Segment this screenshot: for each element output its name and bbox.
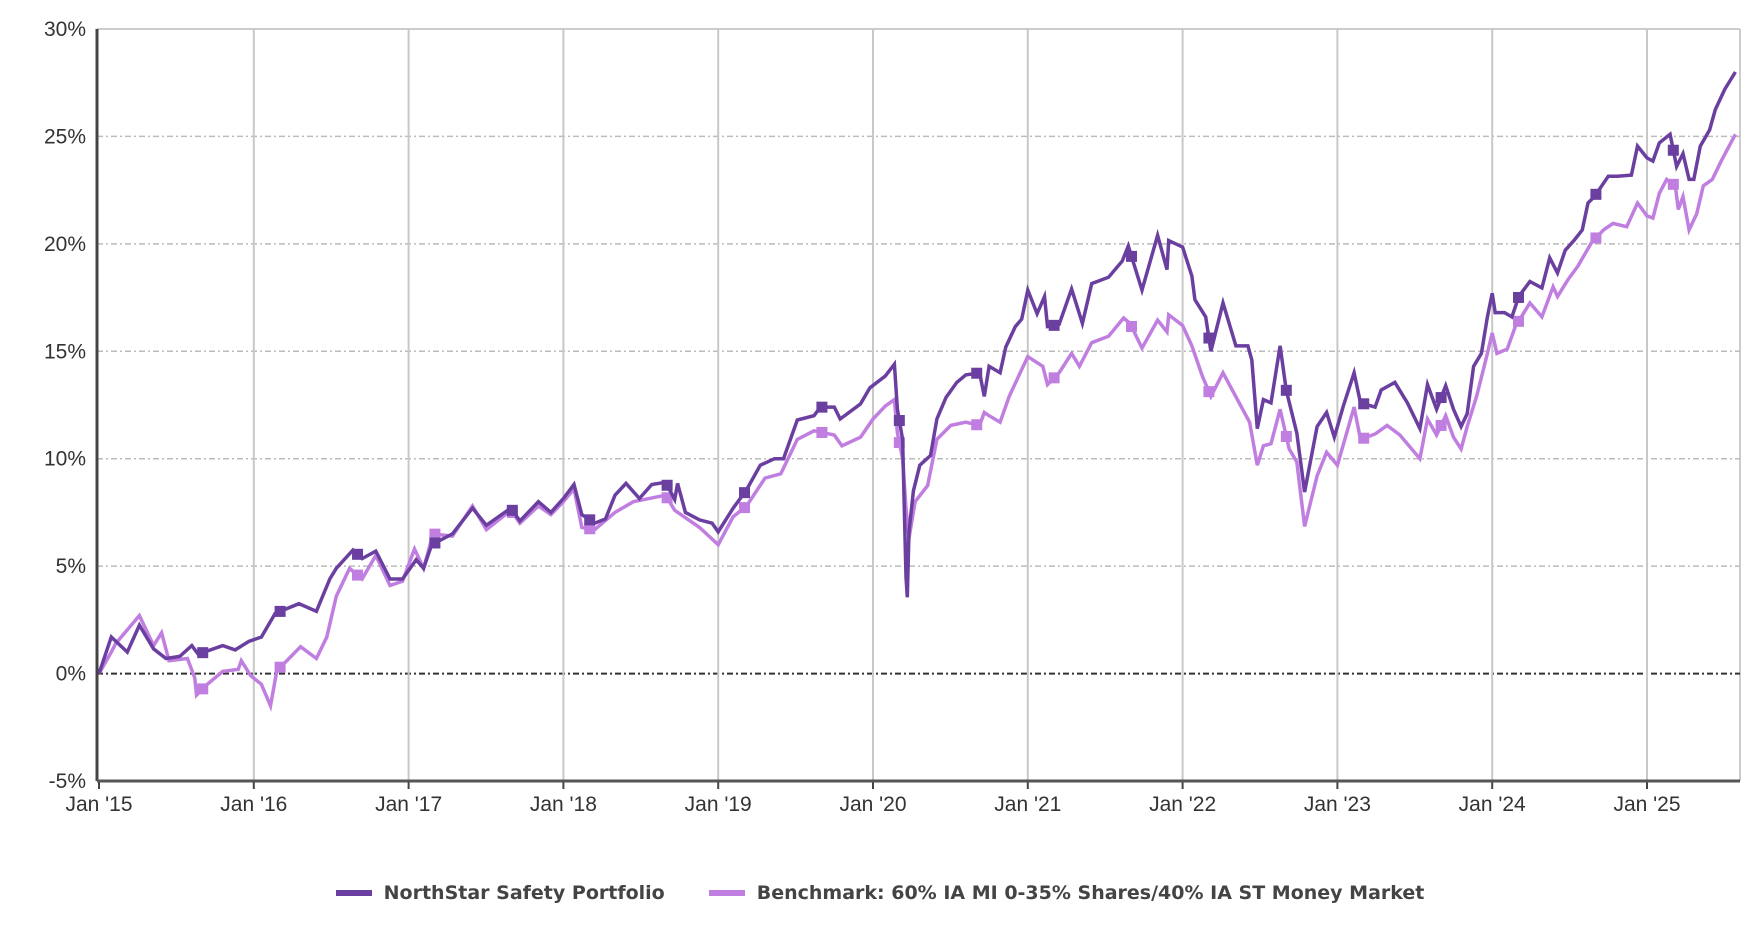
portfolio-line	[97, 71, 1737, 675]
x-tick-label: Jan '21	[994, 793, 1061, 816]
x-tick-label: Jan '16	[220, 793, 287, 816]
portfolio-marker	[816, 401, 828, 413]
benchmark-marker	[1048, 372, 1060, 384]
x-axis-tick-labels: Jan '15 Jan '16 Jan '17 Jan '18 Jan '19 Jan '…	[65, 793, 1680, 816]
benchmark-marker	[1667, 178, 1679, 190]
x-tick-label: Jan '25	[1613, 793, 1680, 816]
benchmark-marker	[584, 523, 596, 535]
benchmark-marker	[1358, 432, 1370, 444]
benchmark-marker	[893, 437, 905, 449]
benchmark-marker	[197, 683, 209, 695]
x-tick-label: Jan '20	[839, 793, 906, 816]
legend-item-portfolio[interactable]: NorthStar Safety Portfolio	[335, 882, 665, 904]
benchmark-marker	[739, 502, 751, 514]
portfolio-marker	[1590, 188, 1602, 200]
portfolio-marker	[1513, 291, 1525, 303]
y-tick-label: 15%	[44, 340, 86, 363]
portfolio-marker	[506, 504, 518, 516]
y-tick-label: 20%	[44, 233, 86, 256]
benchmark-marker	[1203, 386, 1215, 398]
benchmark-line	[97, 133, 1737, 712]
benchmark-marker	[971, 419, 983, 431]
benchmark-marker	[1126, 321, 1138, 333]
y-tick-label: 30%	[44, 18, 86, 41]
portfolio-marker	[1203, 332, 1215, 344]
portfolio-marker	[1280, 384, 1292, 396]
x-tick-label: Jan '22	[1149, 793, 1216, 816]
portfolio-marker	[1358, 398, 1370, 410]
x-tick-label: Jan '24	[1459, 793, 1526, 816]
legend-item-benchmark[interactable]: Benchmark: 60% IA MI 0-35% Shares/40% IA…	[708, 882, 1425, 904]
portfolio-marker	[352, 548, 364, 560]
legend: NorthStar Safety Portfolio Benchmark: 60…	[0, 882, 1760, 904]
portfolio-marker	[739, 487, 751, 499]
benchmark-marker	[274, 661, 286, 673]
portfolio-marker	[274, 605, 286, 617]
legend-label-benchmark: Benchmark: 60% IA MI 0-35% Shares/40% IA…	[756, 882, 1425, 904]
portfolio-marker	[1126, 250, 1138, 262]
y-tick-label: 10%	[44, 448, 86, 471]
portfolio-marker	[1667, 144, 1679, 156]
benchmark-marker	[816, 426, 828, 438]
benchmark-marker	[352, 569, 364, 581]
x-tick-label: Jan '15	[65, 793, 132, 816]
benchmark-marker	[429, 528, 441, 540]
portfolio-marker	[584, 514, 596, 526]
axes	[95, 29, 1740, 789]
portfolio-marker	[661, 479, 673, 491]
portfolio-marker	[1435, 392, 1447, 404]
portfolio-marker	[893, 415, 905, 427]
portfolio-marker	[971, 367, 983, 379]
portfolio-marker	[429, 537, 441, 549]
y-axis-tick-labels: -5% 0% 5% 10% 15% 20% 25% 30%	[44, 18, 86, 793]
benchmark-marker	[1435, 419, 1447, 431]
legend-swatch-benchmark	[708, 890, 745, 896]
benchmark-marker	[1590, 232, 1602, 244]
portfolio-marker	[1048, 319, 1060, 331]
x-tick-label: Jan '18	[530, 793, 597, 816]
benchmark-marker	[1513, 315, 1525, 327]
y-tick-label: -5%	[49, 770, 86, 793]
y-tick-label: 5%	[56, 555, 86, 578]
benchmark-marker	[661, 492, 673, 504]
portfolio-marker	[197, 647, 209, 659]
x-tick-label: Jan '17	[375, 793, 442, 816]
legend-swatch-portfolio	[335, 890, 372, 896]
x-tick-label: Jan '23	[1304, 793, 1371, 816]
gridlines	[97, 28, 1741, 781]
y-tick-label: 25%	[44, 125, 86, 148]
x-tick-label: Jan '19	[685, 793, 752, 816]
series-lines	[97, 71, 1737, 712]
benchmark-marker	[1280, 430, 1292, 442]
y-tick-label: 0%	[56, 663, 86, 686]
legend-label-portfolio: NorthStar Safety Portfolio	[383, 882, 665, 904]
